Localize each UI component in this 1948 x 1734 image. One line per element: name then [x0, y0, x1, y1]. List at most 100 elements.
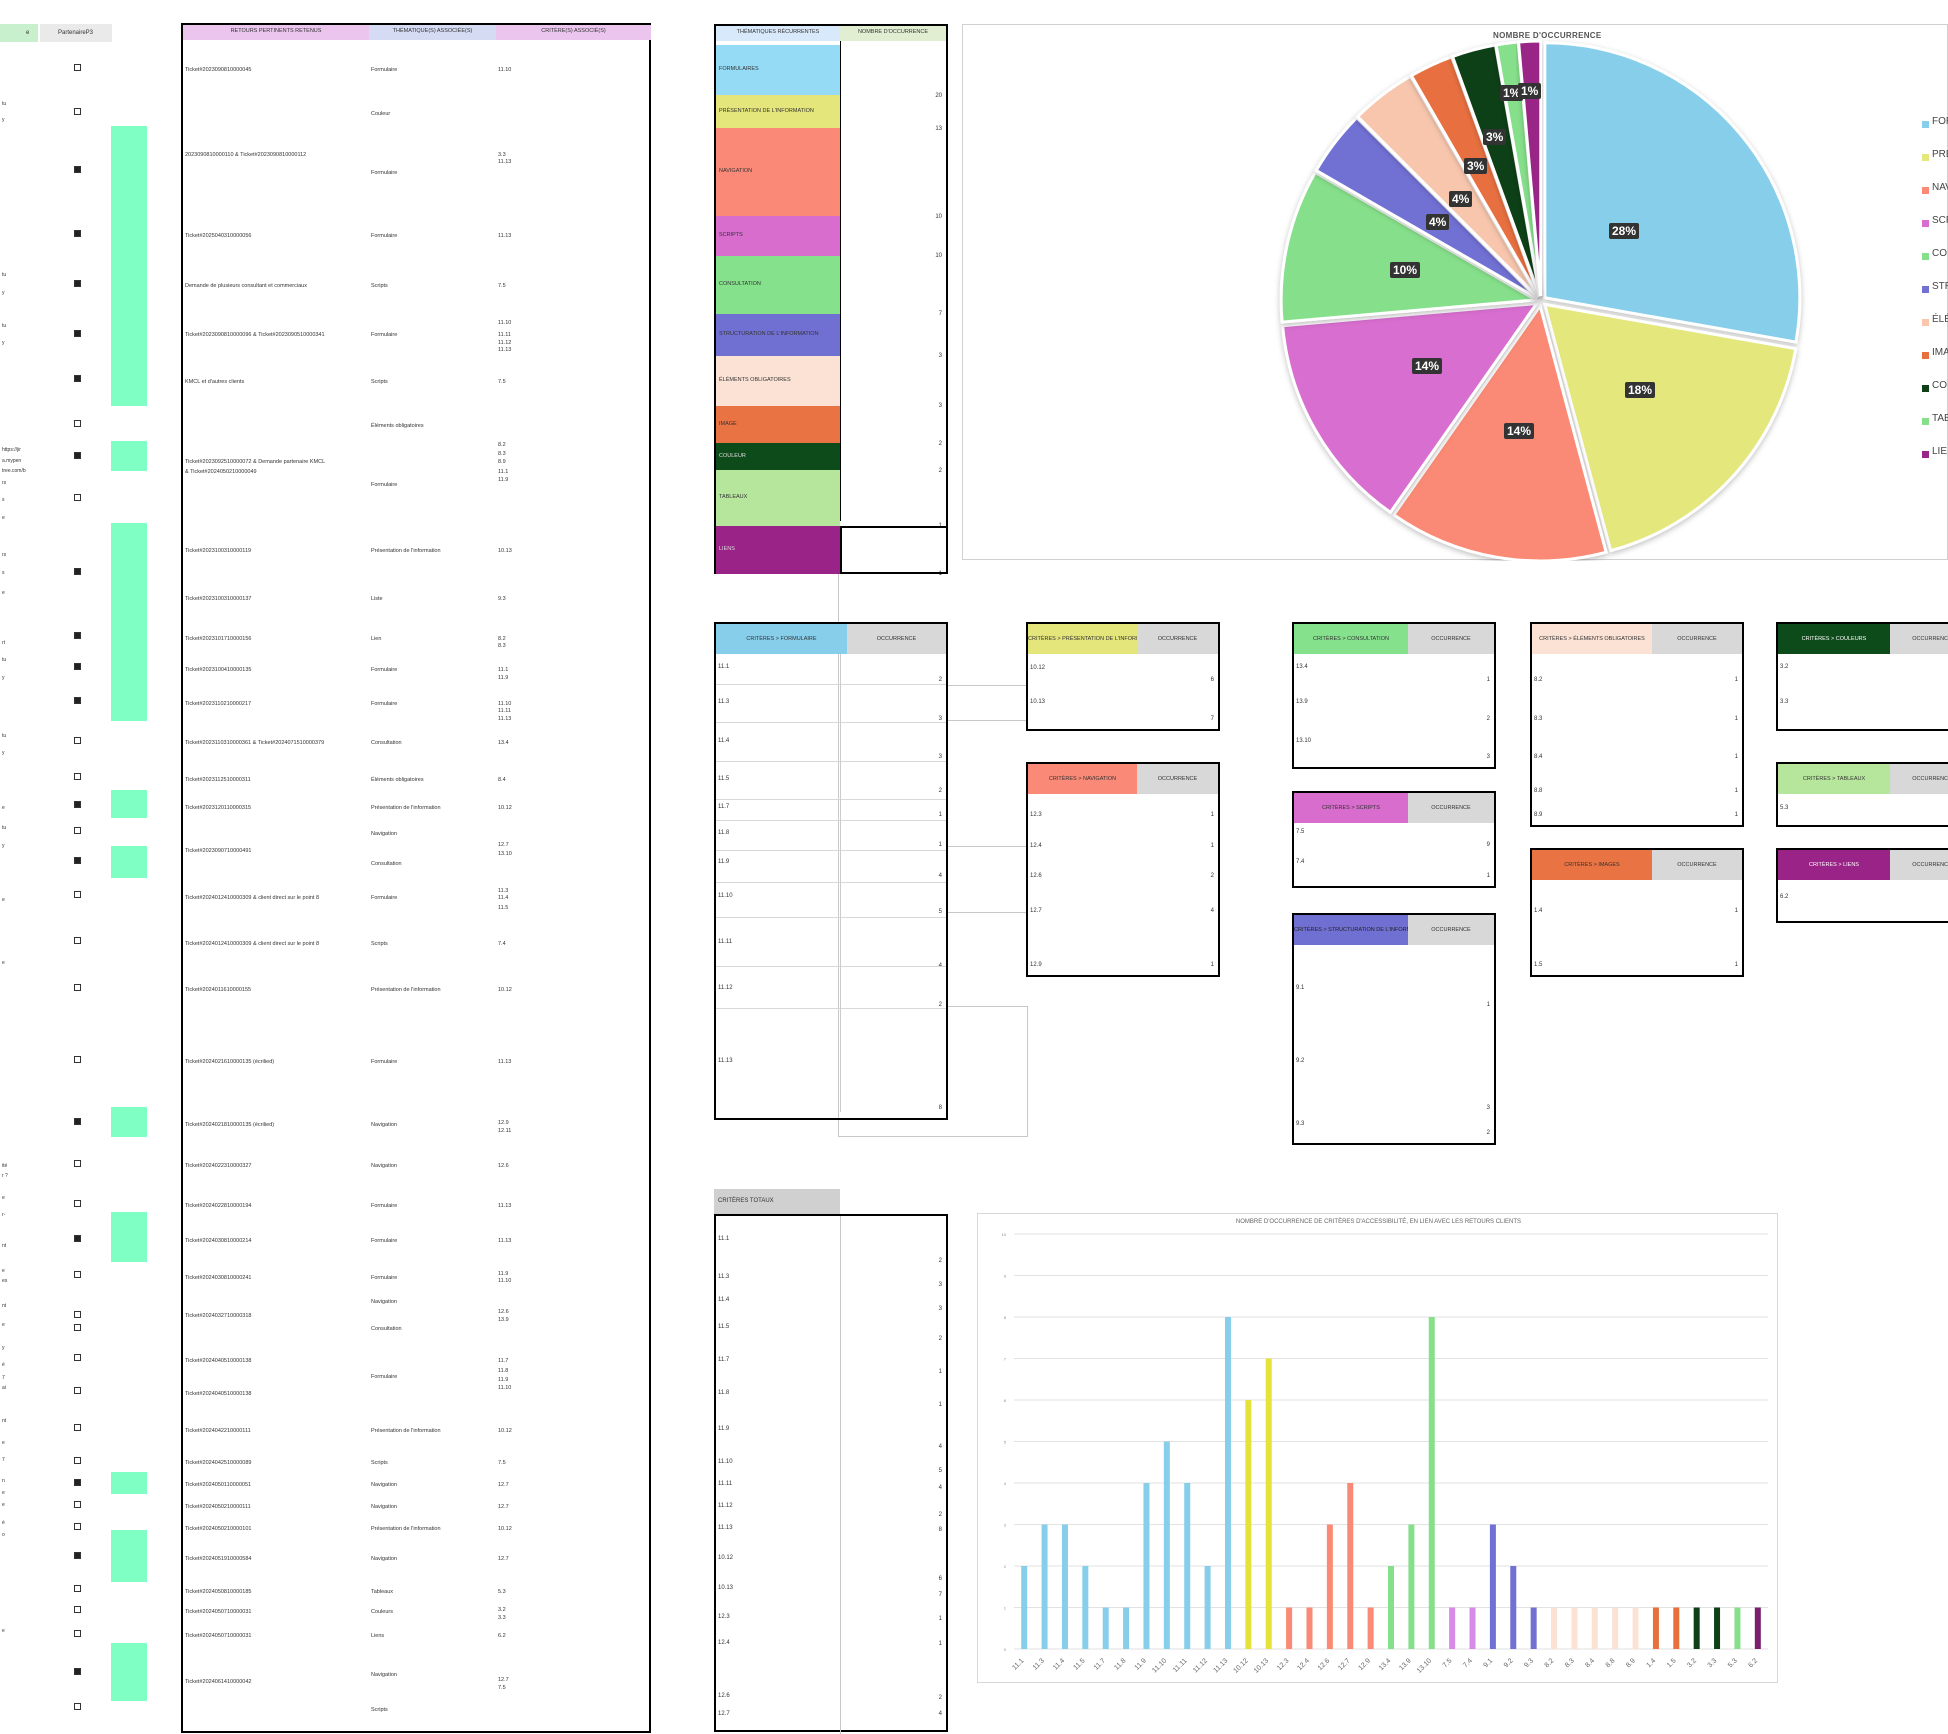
criteria-label: 11.5 — [718, 776, 730, 782]
checkbox[interactable] — [74, 1585, 81, 1592]
theme-cell[interactable]: SCRIPTS — [716, 216, 840, 256]
theme-cell[interactable]: LIENS — [716, 526, 840, 574]
checkbox[interactable] — [74, 937, 81, 944]
criteria-label: 1.4 — [1534, 908, 1543, 914]
checkbox[interactable] — [74, 1424, 81, 1431]
checkbox[interactable] — [74, 1703, 81, 1710]
criteria-table-title[interactable]: CRITÈRES > FORMULAIRE — [716, 624, 847, 654]
checkbox[interactable] — [74, 1271, 81, 1278]
row-separator — [716, 882, 946, 883]
cut-text-fragment: ité — [2, 1163, 8, 1169]
occurrence-header[interactable]: OCCURRENCE — [1137, 764, 1218, 794]
occurrence-header[interactable]: OCCURRENCE — [1890, 850, 1948, 880]
occurrence-header[interactable]: OCCURRENCE — [1652, 850, 1742, 880]
thematique-header[interactable]: THÉMATIQUE(S) ASSOCIÉE(S) — [369, 25, 496, 40]
criteria-table-title[interactable]: CRITÈRES > IMAGES — [1532, 850, 1652, 880]
checkbox[interactable] — [74, 663, 81, 670]
checkbox[interactable] — [74, 632, 81, 639]
checkbox[interactable] — [74, 697, 81, 704]
checkbox[interactable] — [74, 857, 81, 864]
checkbox[interactable] — [74, 330, 81, 337]
checkbox[interactable] — [74, 801, 81, 808]
checkbox[interactable] — [74, 108, 81, 115]
checkbox[interactable] — [74, 1324, 81, 1331]
checkbox[interactable] — [74, 420, 81, 427]
checkbox[interactable] — [74, 891, 81, 898]
occurrence-header[interactable]: OCCURRENCE — [1890, 624, 1948, 654]
criteria-count: 1 — [938, 1369, 942, 1375]
count-header[interactable]: NOMBRE D'OCCURRENCE — [840, 26, 946, 41]
criteria-count: 2 — [1486, 716, 1490, 722]
theme-cell[interactable]: FORMULAIRES — [716, 45, 840, 95]
criteria-table-title[interactable]: CRITÈRES > NAVIGATION — [1028, 764, 1137, 794]
criteria-table-title[interactable]: CRITÈRES > LIENS — [1778, 850, 1890, 880]
occurrence-header[interactable]: OCCURRENCE — [1408, 624, 1494, 654]
partenaire-p3-header[interactable]: PartenaireP3 — [40, 24, 112, 42]
checkbox[interactable] — [74, 1235, 81, 1242]
checkbox[interactable] — [74, 1606, 81, 1613]
criteria-table-title[interactable]: CRITÈRES > COULEURS — [1778, 624, 1890, 654]
cut-text-fragment: tu — [2, 825, 7, 831]
checkbox[interactable] — [74, 1479, 81, 1486]
checkbox[interactable] — [74, 1118, 81, 1125]
bar — [1693, 1607, 1700, 1649]
theme-cell[interactable]: CONSULTATION — [716, 256, 840, 314]
checkbox[interactable] — [74, 1668, 81, 1675]
checkbox[interactable] — [74, 1200, 81, 1207]
theme-cell[interactable]: COULEUR — [716, 443, 840, 470]
critere-cell: 11.13 — [498, 1059, 512, 1065]
checkbox[interactable] — [74, 773, 81, 780]
critere-cell: 8.4 — [498, 777, 506, 783]
checkbox[interactable] — [74, 1457, 81, 1464]
checkbox[interactable] — [74, 1056, 81, 1063]
checkbox[interactable] — [74, 1630, 81, 1637]
checkbox[interactable] — [74, 827, 81, 834]
criteria-table-title[interactable]: CRITÈRES > STRUCTURATION DE L'INFORMATIO… — [1294, 915, 1408, 945]
criteria-table-title[interactable]: CRITÈRES > SCRIPTS — [1294, 793, 1408, 823]
criteria-table-title[interactable]: CRITÈRES > TABLEAUX — [1778, 764, 1890, 794]
checkbox[interactable] — [74, 166, 81, 173]
theme-cell[interactable]: ÉLÉMENTS OBLIGATOIRES — [716, 356, 840, 406]
critere-header[interactable]: CRITÈRE(S) ASSOCIÉ(S) — [496, 25, 651, 40]
criteria-table-title[interactable]: CRITÈRES > PRÉSENTATION DE L'INFORMATION — [1028, 624, 1137, 654]
occurrence-header[interactable]: OCCURRENCE — [1890, 764, 1948, 794]
checkbox[interactable] — [74, 375, 81, 382]
checkbox[interactable] — [74, 1160, 81, 1167]
checkbox[interactable] — [74, 1501, 81, 1508]
totals-header[interactable]: CRITÈRES TOTAUX — [714, 1189, 840, 1214]
checkbox[interactable] — [74, 568, 81, 575]
occurrence-header[interactable]: OCCURRENCE — [1652, 624, 1742, 654]
bar — [1041, 1524, 1048, 1649]
occurrence-header[interactable]: OCCURRENCE — [1408, 793, 1494, 823]
checkbox[interactable] — [74, 1552, 81, 1559]
occurrence-header[interactable]: OCCURRENCE — [1408, 915, 1494, 945]
checkbox[interactable] — [74, 1354, 81, 1361]
theme-cell[interactable]: PRÉSENTATION DE L'INFORMATION — [716, 95, 840, 128]
occurrence-header[interactable]: OCCURRENCE — [1137, 624, 1218, 654]
checkbox[interactable] — [74, 452, 81, 459]
checkbox[interactable] — [74, 494, 81, 501]
occurrence-header[interactable]: OCCURRENCE — [847, 624, 946, 654]
theme-cell[interactable]: NAVIGATION — [716, 128, 840, 216]
partial-column-header[interactable]: e — [0, 24, 38, 42]
row-separator — [716, 820, 946, 821]
criteria-table-title[interactable]: CRITÈRES > ÉLÉMENTS OBLIGATOIRES — [1532, 624, 1652, 654]
criteria-label: 11.1 — [718, 1236, 730, 1242]
checkbox[interactable] — [74, 737, 81, 744]
retours-header[interactable]: RETOURS PERTINENTS RETENUS — [183, 25, 369, 40]
theme-cell[interactable]: TABLEAUX — [716, 470, 840, 526]
checkbox[interactable] — [74, 64, 81, 71]
x-tick-label: 11.3 — [1032, 1657, 1046, 1671]
checkbox[interactable] — [74, 1311, 81, 1318]
checkbox[interactable] — [74, 280, 81, 287]
criteria-table-title[interactable]: CRITÈRES > CONSULTATION — [1294, 624, 1408, 654]
theme-cell[interactable]: STRUCTURATION DE L'INFORMATION — [716, 314, 840, 356]
checkbox[interactable] — [74, 984, 81, 991]
checkbox[interactable] — [74, 230, 81, 237]
thematique-cell: Formulaire — [371, 1374, 398, 1380]
last-count-cell[interactable] — [840, 526, 948, 574]
checkbox[interactable] — [74, 1523, 81, 1530]
checkbox[interactable] — [74, 1387, 81, 1394]
themes-header[interactable]: THÉMATIQUES RÉCURRENTES — [716, 26, 840, 41]
theme-cell[interactable]: IMAGE — [716, 406, 840, 443]
